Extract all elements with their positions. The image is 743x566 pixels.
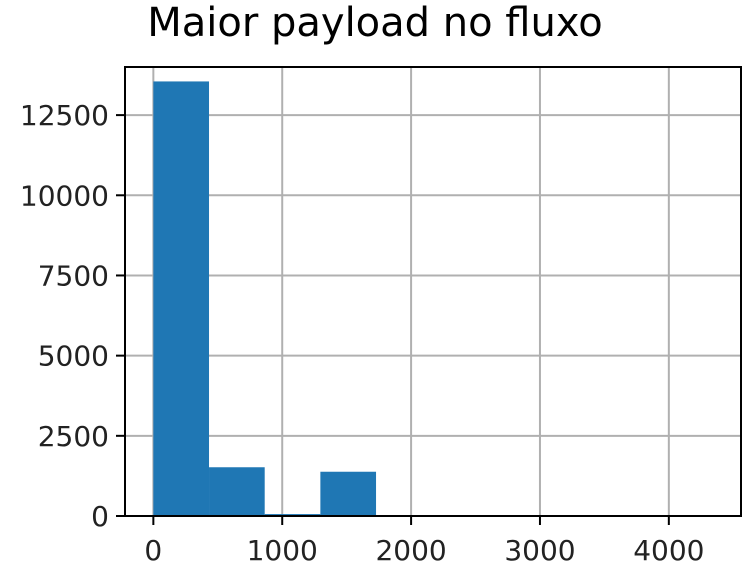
- y-tick-label: 12500: [20, 99, 109, 132]
- x-tick-label: 2000: [375, 534, 446, 566]
- chart-title: Maior payload no fluxo: [147, 0, 603, 46]
- x-tick-label: 1000: [247, 534, 318, 566]
- x-tick-label: 3000: [504, 534, 575, 566]
- y-axis: 0 2500 5000 7500 10000 12500: [20, 99, 125, 533]
- x-tick-label: 4000: [633, 534, 704, 566]
- x-axis: 0 1000 2000 3000 4000: [144, 516, 704, 566]
- y-tick-label: 0: [91, 500, 109, 533]
- histogram-bars: [153, 81, 377, 517]
- plot-frame: [124, 66, 742, 517]
- y-tick-label: 10000: [20, 179, 109, 212]
- histogram-bar-0: [153, 81, 210, 517]
- x-tick-label: 0: [144, 534, 162, 566]
- y-tick-label: 7500: [38, 259, 109, 292]
- histogram-bar-1: [209, 467, 265, 516]
- grid-lines: [125, 67, 741, 517]
- y-tick-label: 2500: [38, 420, 109, 453]
- histogram-bar-3: [320, 471, 377, 516]
- y-tick-label: 5000: [38, 340, 109, 373]
